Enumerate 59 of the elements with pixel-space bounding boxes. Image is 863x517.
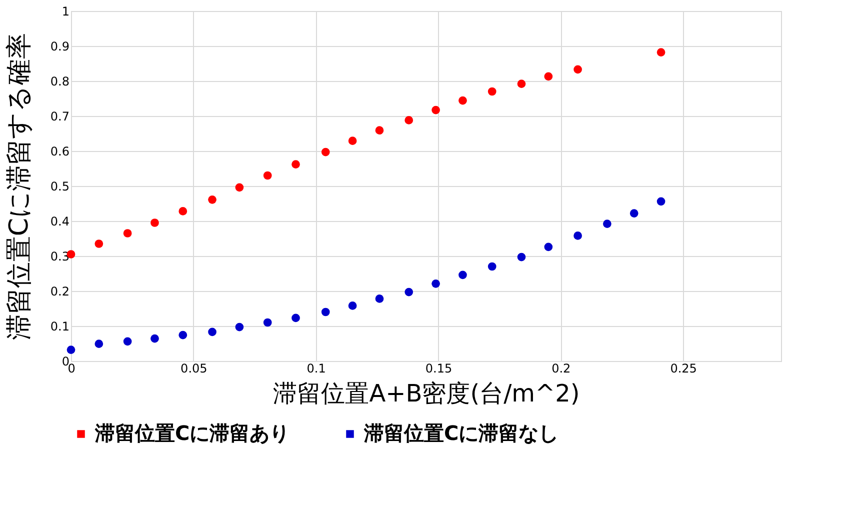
point	[235, 183, 244, 192]
point	[123, 337, 132, 346]
point	[517, 252, 526, 262]
point	[574, 65, 582, 74]
point	[404, 116, 414, 124]
point	[488, 262, 496, 271]
point	[544, 242, 553, 252]
y-tick-label: 1	[62, 4, 70, 18]
point	[321, 148, 330, 156]
point	[263, 318, 272, 327]
point	[150, 334, 159, 343]
y-tick-label: 0.2	[50, 284, 70, 298]
x-tick-label: 0.05	[180, 362, 208, 376]
point	[208, 195, 216, 204]
point	[630, 209, 638, 218]
x-tick-label: 0.1	[306, 362, 326, 376]
point	[458, 96, 467, 105]
point	[488, 87, 496, 96]
point	[375, 126, 384, 135]
x-tick-label: 0.25	[670, 362, 697, 376]
point	[178, 330, 188, 340]
point	[321, 308, 330, 316]
point	[432, 279, 440, 288]
point	[292, 314, 300, 322]
point	[348, 136, 357, 146]
point	[94, 240, 104, 248]
point	[404, 288, 414, 296]
y-tick-label: 0.1	[50, 320, 70, 334]
y-tick-label: 0.7	[50, 110, 70, 124]
y-tick-label: 0.5	[50, 180, 70, 194]
point	[602, 220, 612, 228]
y-tick-label: 0.4	[50, 214, 70, 228]
point	[458, 270, 467, 280]
point	[574, 232, 582, 240]
point	[94, 340, 104, 348]
point	[432, 106, 440, 114]
x-axis-title: 滞留位置A+B密度(台/m^2)	[273, 380, 580, 408]
legend-label: 滞留位置Cに滞留なし	[363, 421, 559, 445]
point	[348, 302, 357, 310]
point	[178, 207, 188, 216]
point	[544, 72, 553, 81]
point	[66, 346, 76, 354]
point	[517, 80, 526, 88]
point	[208, 328, 216, 336]
y-axis-title: 滞留位置Cに滞留する確率	[4, 32, 34, 340]
x-tick-label: 0.15	[425, 362, 452, 376]
point	[123, 229, 132, 238]
legend-label: 滞留位置Cに滞留あり	[94, 421, 290, 445]
y-tick-label: 0.8	[50, 74, 70, 88]
point	[150, 218, 159, 227]
x-tick-label: 0.2	[552, 362, 571, 376]
y-tick-label: 0.9	[50, 40, 70, 54]
point	[375, 294, 384, 303]
point	[263, 171, 272, 180]
point	[656, 48, 666, 56]
y-tick-label: 0.6	[50, 144, 70, 158]
point	[235, 322, 244, 332]
point	[656, 197, 666, 206]
point	[292, 160, 300, 168]
